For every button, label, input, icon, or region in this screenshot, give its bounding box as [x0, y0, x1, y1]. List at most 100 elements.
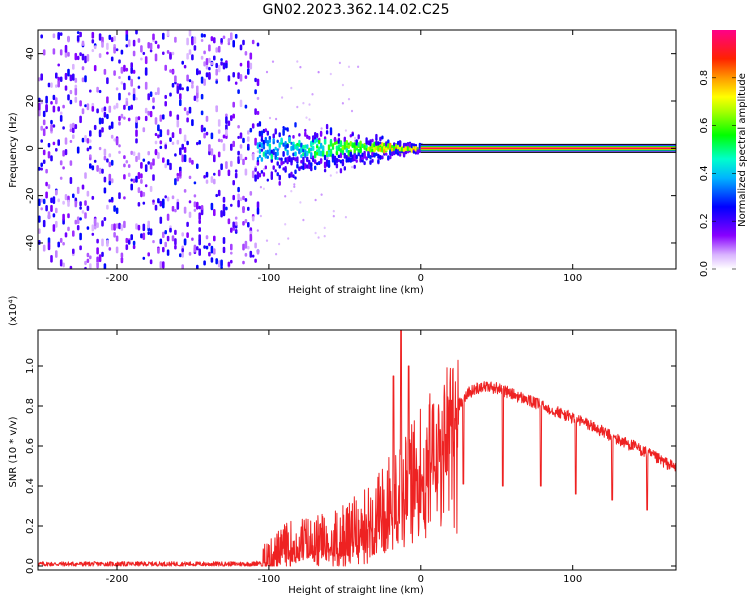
spectrogram-cell [108, 161, 112, 168]
spectrogram-cell [188, 211, 192, 218]
spectrogram-cell [377, 153, 380, 159]
spectrogram-cell [294, 151, 297, 157]
spectrogram-cell [205, 58, 209, 66]
spectrogram-cell [331, 146, 335, 150]
spectrogram-cell [408, 147, 412, 151]
spectrogram-frame [37, 29, 677, 270]
spectrogram-cell [137, 116, 141, 121]
spectrogram-cell [365, 156, 368, 160]
spectrogram-cell [98, 146, 102, 151]
spectrogram-cell [120, 113, 124, 119]
spectrogram-cell [353, 147, 356, 154]
spectrogram-cell [381, 142, 384, 148]
spectrogram-cell [118, 121, 121, 126]
spectrogram-cell [222, 35, 226, 40]
spectrogram-cell [193, 36, 197, 44]
spectrogram-cell [270, 153, 273, 160]
spectrogram-cell [110, 178, 114, 184]
spectrogram-cell [181, 248, 184, 253]
spectrogram-cell [89, 89, 92, 93]
spectrogram-cell [213, 248, 216, 255]
spectrogram-cell [227, 42, 231, 46]
spectrogram-cell [232, 113, 235, 119]
spectrogram-cell [260, 148, 264, 152]
spectrogram-cell [93, 225, 97, 230]
spectrogram-cell [115, 137, 119, 146]
spectrogram-cell [183, 238, 187, 246]
spectrogram-cell [50, 101, 53, 105]
spectrogram-cell [256, 207, 260, 215]
spectrogram-cell [244, 240, 248, 249]
spectrogram-x-ticks: -200 -100 0 100 [106, 30, 582, 284]
spectrogram-cell [45, 205, 48, 212]
spectrogram-cell [176, 114, 180, 121]
spectrogram-cell [205, 72, 209, 78]
spectrogram-cell [108, 173, 112, 182]
spectrogram-cell [40, 198, 43, 203]
spectrogram-cell [55, 72, 58, 79]
spectrogram-cell [98, 254, 102, 263]
spectrogram-cell [152, 33, 155, 41]
spectrogram-cell [375, 137, 378, 141]
spectrogram-cell [159, 145, 163, 150]
spectrogram-cell [296, 105, 299, 109]
spectrogram-cell [310, 140, 313, 146]
spectrogram-cell [118, 222, 121, 230]
spectrogram-cell [86, 252, 90, 258]
spectrogram-cell [181, 252, 184, 258]
spectrogram-cell [244, 168, 248, 176]
spectrogram-cell [254, 77, 257, 83]
spectrogram-cell [300, 165, 303, 170]
spectrogram-cell [254, 242, 257, 249]
spectrogram-cell [377, 159, 380, 164]
spectrogram-cell [341, 145, 345, 151]
spectrogram-cell [79, 217, 82, 221]
spectrogram-cell [57, 106, 60, 112]
spectrogram-cell [331, 155, 335, 160]
spectrogram-cell [371, 138, 374, 143]
spectrogram-cell [166, 30, 170, 37]
spectrogram-cell [103, 217, 107, 222]
spectrogram-cell [50, 255, 53, 263]
spectrogram-cell [284, 223, 287, 226]
spectrogram-cell [91, 232, 95, 236]
spectrogram-cell [239, 62, 243, 67]
spectrogram-cell [222, 143, 226, 152]
spectrogram-cell [106, 77, 109, 85]
spectrogram-cell [210, 148, 214, 156]
spectrogram-cell [225, 206, 228, 211]
spectrogram-cell [106, 239, 109, 247]
spectrogram-cell [264, 136, 267, 141]
spectrogram-cell [127, 75, 131, 81]
spectrogram-cell [304, 149, 307, 154]
snr-y-scale-label: (x10⁴) [8, 295, 19, 326]
spectrogram-cell [294, 176, 297, 180]
spectrogram-cell [397, 149, 400, 153]
spectrogram-cell [296, 60, 299, 63]
spectrogram-cell [166, 50, 170, 54]
spectrogram-cell [308, 103, 311, 106]
spectrogram-cell [400, 147, 404, 152]
spectrogram-cell [137, 202, 141, 207]
spectrogram-cell [120, 66, 124, 74]
spectrogram-cell [42, 149, 46, 156]
spectrogram-cell [74, 200, 78, 208]
spectrogram-cell [200, 124, 204, 133]
spectrogram-cell [314, 139, 317, 144]
spectrogram-cell [50, 197, 53, 204]
spectrogram-cell [317, 70, 320, 74]
spectrogram-cell [137, 38, 141, 43]
spectrogram-cell [237, 150, 240, 156]
spectrogram-cell [325, 159, 329, 165]
y-tick-label: -20 [25, 187, 36, 203]
spectrogram-cell [327, 153, 331, 158]
spectrogram-cell [142, 232, 146, 240]
spectrogram-cell [292, 152, 295, 157]
spectrogram-cell [152, 199, 155, 203]
spectrogram-cell [305, 116, 308, 119]
spectrogram-cell [132, 240, 136, 246]
spectrogram-cell [162, 114, 165, 120]
spectrogram-cell [272, 165, 275, 170]
spectrogram-cell [130, 234, 133, 241]
spectrogram-cell [298, 133, 301, 137]
